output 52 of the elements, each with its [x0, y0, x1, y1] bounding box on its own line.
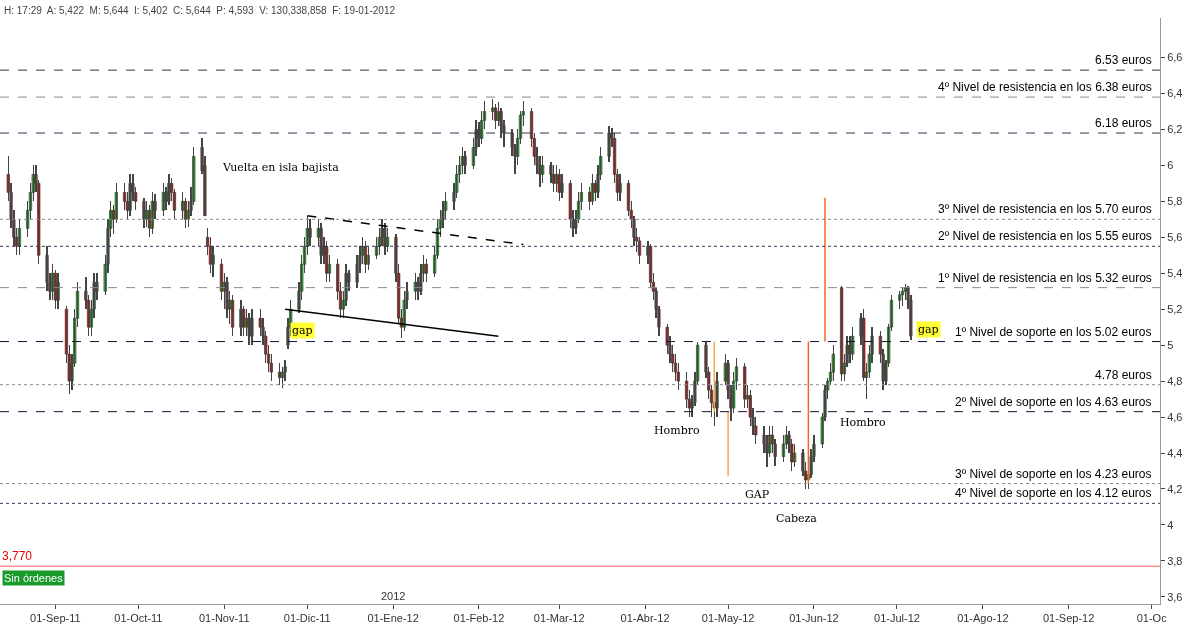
y-tick-label: 5,2: [1167, 303, 1183, 316]
text: H: 17:29 A: 5,422 M: 5,644 I: 5,402 C: 5,644 P: 4,593 V: 130,338,858 F: 19-01-2012: [4, 5, 396, 16]
ref-line-label: 6.53 euros: [1095, 53, 1152, 67]
x-tick-label: 01-Dic-11: [283, 612, 331, 625]
ref-line-label: 2º Nivel de soporte en los 4.63 euros: [955, 395, 1152, 409]
ref-line-label: 2º Nivel de resistencia en los 5.55 euros: [938, 229, 1152, 243]
y-tick-label: 6,6: [1167, 51, 1183, 64]
y-tick-label: 3,6: [1167, 590, 1183, 603]
annotation: gap: [292, 324, 313, 337]
y-tick-label: 6,2: [1167, 123, 1183, 136]
y-tick-label: 4,6: [1167, 410, 1183, 423]
y-tick-label: 5: [1167, 339, 1174, 351]
ref-line-label: 3,770: [2, 549, 33, 563]
annotation: GAP: [745, 488, 770, 501]
y-tick-label: 4,8: [1167, 374, 1183, 387]
annotation: Hombro: [840, 416, 886, 429]
ref-line-label: 4º Nivel de soporte en los 4.12 euros: [955, 486, 1152, 500]
y-tick-label: 4: [1167, 518, 1174, 531]
y-tick-label: 5,8: [1167, 195, 1183, 208]
annotation: Vuelta en isla bajista: [222, 161, 340, 174]
x-tick-label: 01-Mar-12: [533, 612, 585, 625]
y-tick-label: 6: [1167, 159, 1174, 172]
x-tick-label: 01-May-12: [701, 612, 755, 625]
x-tick-label: 01-Feb-12: [453, 612, 505, 625]
y-tick-label: 4,2: [1167, 482, 1183, 495]
y-tick-label: 4,4: [1167, 446, 1183, 459]
x-tick-label: 01-Sep-11: [30, 612, 81, 625]
x-tick-label: 01-Jul-12: [874, 612, 920, 625]
annotation: Cabeza: [776, 512, 818, 525]
x-tick-label: 01-Ago-12: [957, 612, 1009, 625]
annotation: 2012: [381, 590, 406, 602]
x-tick-label: 01-Jun-12: [789, 612, 839, 625]
x-tick-label: 01-Abr-12: [620, 612, 670, 625]
ref-line-label: 4º Nivel de resistencia en los 6.38 euros: [938, 80, 1152, 94]
x-tick-label: 01-Oc: [1136, 612, 1168, 625]
y-tick-label: 6,4: [1167, 87, 1183, 100]
annotation: Sin órdenes: [4, 572, 64, 584]
ref-line-label: 1º Nivel de resistencia en los 5.32 euros: [938, 271, 1152, 285]
ref-line-label: 6.18 euros: [1095, 116, 1152, 130]
x-tick-label: 01-Ene-12: [367, 612, 419, 625]
ref-line-label: 3º Nivel de soporte en los 4.23 euros: [955, 467, 1152, 481]
ref-line-label: 4.78 euros: [1095, 368, 1152, 382]
x-tick-label: 01-Nov-11: [198, 612, 250, 625]
x-tick-label: 01-Sep-12: [1042, 612, 1095, 625]
x-tick-label: 01-Oct-11: [114, 612, 163, 625]
annotation: Hombro: [654, 424, 700, 437]
y-tick-label: 3,8: [1167, 554, 1183, 567]
annotation: gap: [918, 323, 939, 336]
y-tick-label: 5,6: [1167, 231, 1183, 244]
ref-line-label: 3º Nivel de resistencia en los 5.70 euros: [938, 202, 1152, 216]
y-tick-label: 5,4: [1167, 267, 1183, 280]
ref-line-label: 1º Nivel de soporte en los 5.02 euros: [955, 325, 1152, 339]
